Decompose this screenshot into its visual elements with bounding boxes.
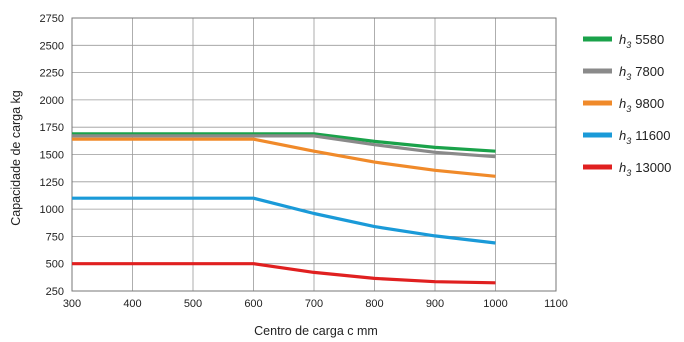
legend-entry: h3 7800 — [619, 64, 664, 82]
x-tick-label: 700 — [305, 298, 323, 310]
series-lines — [72, 132, 496, 285]
x-tick-label: 300 — [63, 298, 81, 310]
series-line-h3-5580 — [72, 132, 496, 153]
x-tick-label: 600 — [244, 298, 262, 310]
y-tick-label: 750 — [46, 231, 64, 243]
y-tick-label: 1000 — [40, 204, 64, 216]
y-axis-label: Capacidade de carga kg — [9, 90, 23, 226]
y-tick-label: 2000 — [40, 95, 64, 107]
legend-entry: h3 9800 — [619, 96, 664, 114]
legend-entry: h3 5580 — [619, 32, 664, 50]
y-tick-label: 2750 — [40, 13, 64, 25]
y-tick-label: 1750 — [40, 122, 64, 134]
x-axis-label: Centro de carga c mm — [254, 324, 378, 338]
series-line-h3-13000 — [72, 262, 496, 285]
x-tick-label: 800 — [365, 298, 383, 310]
legend-entry: h3 13000 — [619, 160, 671, 178]
x-tick-labels: 300 400 500 600 700 800 900 1000 1100 — [63, 298, 568, 310]
x-tick-label: 1000 — [483, 298, 507, 310]
legend-entry: h3 11600 — [619, 128, 670, 146]
y-tick-label: 2250 — [40, 68, 64, 80]
plot-frame — [71, 17, 557, 292]
y-tick-label: 500 — [46, 259, 64, 271]
series-line-h3-9800 — [72, 137, 496, 178]
x-tick-label: 500 — [184, 298, 202, 310]
y-tick-label: 250 — [46, 286, 64, 298]
legend: h3 5580 h3 7800 h3 9800 h3 11600 h3 13000 — [583, 32, 671, 178]
series-line-h3-7800 — [72, 134, 496, 159]
x-tick-label: 400 — [123, 298, 141, 310]
x-tick-label: 900 — [426, 298, 444, 310]
series-line-h3-11600 — [72, 196, 496, 245]
y-tick-label: 2500 — [40, 40, 64, 52]
y-tick-label: 1500 — [40, 150, 64, 162]
y-tick-labels: 250 500 750 1000 1250 1500 1750 2000 2250 2500 275… — [40, 13, 64, 298]
y-tick-label: 1250 — [40, 177, 64, 189]
x-tick-label: 1100 — [544, 298, 568, 310]
